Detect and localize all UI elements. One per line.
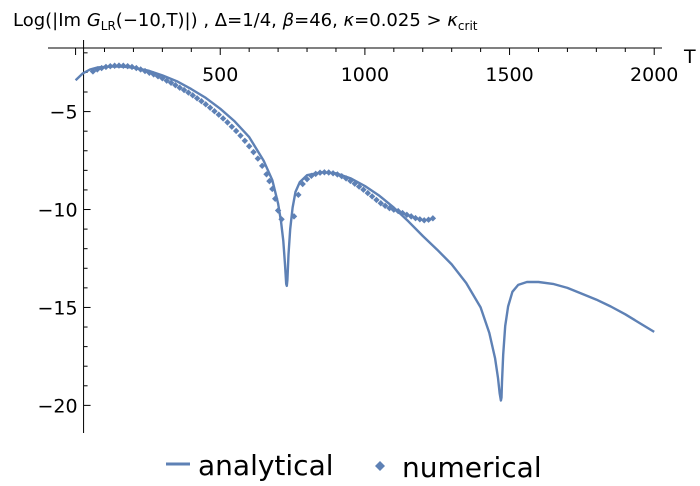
series-numerical-point: [368, 193, 376, 200]
title-part: =0.025 >: [354, 10, 447, 31]
x-tick-label: 1000: [341, 64, 389, 86]
y-tick-label: −5: [50, 102, 78, 124]
series-numerical-point: [141, 67, 149, 75]
x-tick-label: 500: [202, 64, 238, 86]
series-numerical-point: [329, 170, 337, 177]
title-part: crit: [458, 19, 478, 33]
chart-title: Log(|Im GLR(−10,T)|) , Δ=1/4, β=46, κ=0.…: [13, 10, 478, 33]
series-numerical-point: [89, 68, 97, 75]
series-numerical-point: [245, 143, 253, 150]
series-numerical-point: [232, 127, 240, 135]
series-numerical-point: [299, 180, 306, 188]
series-numerical-point: [355, 183, 363, 190]
series-numerical-point: [308, 172, 315, 180]
series-numerical-point: [228, 123, 236, 130]
series-numerical-point: [120, 62, 127, 69]
title-part: κ: [447, 10, 458, 31]
series-numerical-point: [124, 62, 131, 70]
series-numerical-point: [146, 69, 153, 77]
series-numerical-point: [416, 216, 424, 223]
series-numerical-point: [295, 191, 302, 199]
series-numerical-point: [321, 169, 328, 176]
series-numerical-point: [421, 217, 428, 224]
series-numerical-point: [128, 63, 136, 71]
x-tick-label: 1500: [485, 64, 533, 86]
title-part: G: [87, 10, 101, 31]
series-numerical-point: [250, 148, 257, 156]
series-numerical-point: [237, 132, 244, 139]
title-part: LR: [101, 19, 116, 33]
series-numerical-point: [274, 207, 282, 214]
series-numerical-point: [338, 173, 345, 180]
plot-area: [74, 62, 655, 402]
title-part: =46,: [294, 10, 343, 31]
title-part: (−10,T)|) , Δ=1/4,: [116, 10, 283, 31]
series-numerical-point: [272, 195, 279, 202]
series-numerical-point: [102, 63, 110, 71]
series-numerical-point: [159, 75, 166, 82]
series-numerical-point: [224, 119, 231, 126]
series-numerical-point: [193, 95, 201, 102]
series-numerical-point: [360, 186, 367, 193]
series-numerical-point: [263, 171, 270, 178]
series-numerical-point: [198, 98, 205, 105]
series-numerical-point: [342, 175, 350, 182]
series-numerical-point: [115, 62, 123, 69]
ticks: 500 1000 1500 2000 −5 −10 −15 −20: [37, 48, 678, 417]
series-numerical-point: [316, 169, 324, 176]
series-numerical-point: [377, 200, 385, 207]
title-part: Log(|Im: [13, 10, 87, 31]
series-numerical-point: [211, 107, 218, 115]
series-numerical-point: [98, 64, 105, 72]
series-numerical-point: [254, 155, 262, 162]
series-numerical-point: [241, 137, 249, 144]
series-numerical-point: [185, 89, 192, 96]
series-numerical-point: [381, 202, 389, 209]
legend-numerical-swatch: [375, 461, 385, 471]
series-numerical-point: [269, 185, 276, 193]
series-numerical-point: [219, 115, 227, 122]
series-numerical-point: [258, 162, 266, 170]
series-numerical-point: [94, 66, 101, 73]
series-numerical-point: [215, 111, 222, 118]
series-numerical-point: [172, 81, 179, 89]
series-numerical-point: [429, 215, 437, 222]
y-tick-label: −20: [37, 395, 77, 417]
series-numerical-point: [163, 77, 170, 84]
x-axis-label: T: [683, 46, 696, 68]
title-part: β: [282, 10, 295, 31]
series-numerical-point: [189, 92, 196, 99]
series-numerical-point: [347, 177, 354, 185]
title-part: κ: [344, 10, 355, 31]
series-numerical-point: [325, 169, 332, 176]
series-numerical-point: [351, 180, 358, 187]
series-numerical-point: [202, 101, 209, 108]
series-numerical-point: [303, 175, 311, 183]
series-numerical-point: [373, 196, 380, 204]
series-numerical-point: [364, 189, 371, 197]
x-tick-label: 2000: [630, 64, 678, 86]
series-numerical-point: [107, 62, 114, 70]
series-analytical-line: [74, 65, 655, 402]
series-numerical-point: [278, 216, 285, 223]
series-numerical-point: [206, 104, 214, 111]
legend-numerical-label: numerical: [402, 451, 542, 484]
series-numerical-point: [176, 84, 183, 91]
series-numerical-point: [180, 86, 188, 94]
series-numerical-point: [111, 62, 118, 69]
series-numerical-point: [167, 79, 175, 86]
legend-analytical-label: analytical: [198, 449, 334, 482]
y-tick-label: −15: [37, 297, 77, 319]
series-numerical-point: [290, 213, 298, 220]
y-tick-label: −10: [37, 200, 77, 222]
series-numerical-point: [266, 177, 273, 185]
legend: analytical numerical: [166, 449, 542, 484]
